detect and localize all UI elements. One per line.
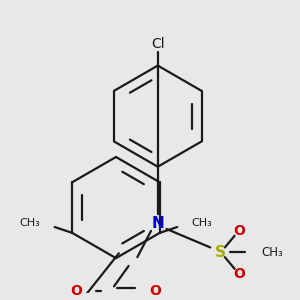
Text: CH₃: CH₃: [262, 246, 283, 259]
Text: O: O: [233, 267, 245, 281]
Text: O: O: [70, 284, 82, 298]
Text: O: O: [233, 224, 245, 238]
Text: Cl: Cl: [151, 37, 165, 51]
Text: N: N: [152, 216, 164, 231]
Text: CH₃: CH₃: [192, 218, 213, 228]
Text: CH₃: CH₃: [19, 218, 40, 228]
Text: O: O: [149, 284, 161, 298]
Text: S: S: [214, 245, 226, 260]
